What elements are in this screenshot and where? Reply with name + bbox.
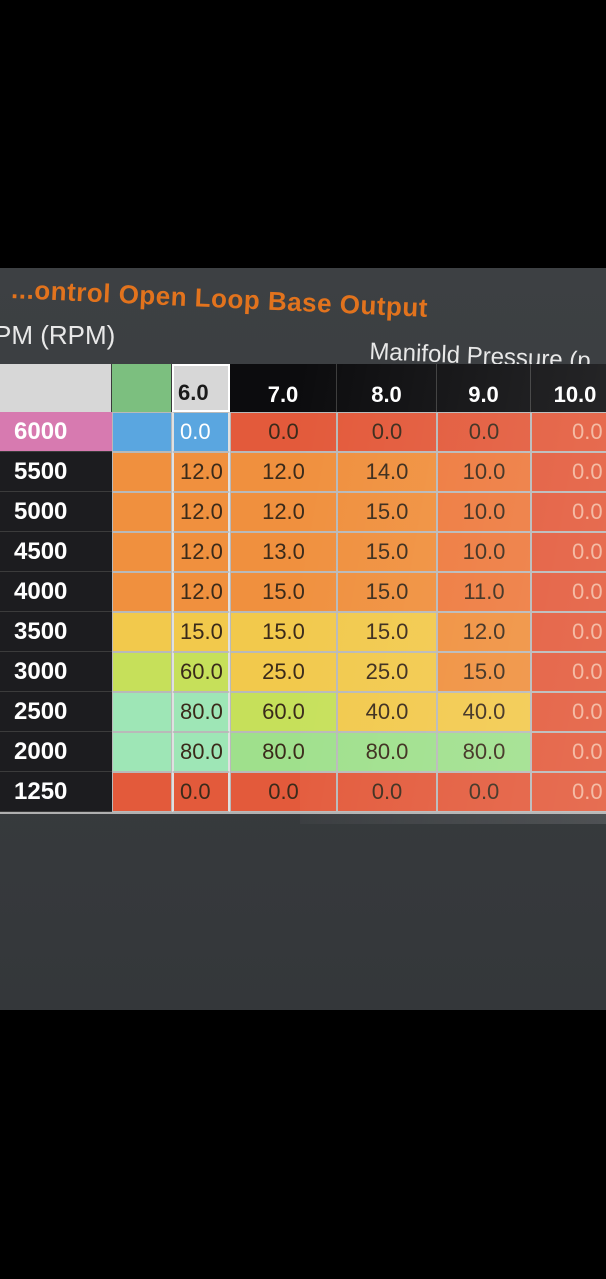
table-cell[interactable]: 0.0 (172, 412, 230, 452)
table-cell[interactable]: 15.0 (337, 532, 437, 572)
table-cell[interactable]: 15.0 (337, 492, 437, 532)
table-cell[interactable]: 12.0 (172, 572, 230, 612)
gap-cell (112, 532, 172, 572)
table-cell[interactable]: 13.0 (230, 532, 337, 572)
column-header[interactable]: 8.0 (337, 364, 437, 412)
y-axis-label: PM (RPM) (0, 320, 116, 350)
table-cell[interactable]: 10.0 (437, 492, 531, 532)
row-header-rpm[interactable]: 6000 (0, 412, 112, 452)
row-header-rpm[interactable]: 3000 (0, 652, 112, 692)
table-cell[interactable]: 11.0 (437, 572, 531, 612)
row-header-rpm[interactable]: 3500 (0, 612, 112, 652)
row-header-rpm[interactable]: 2000 (0, 732, 112, 772)
table-cell[interactable]: 14.0 (337, 452, 437, 492)
table-cell[interactable]: 80.0 (230, 732, 337, 772)
table-title: ...ontrol Open Loop Base Output (10, 274, 429, 323)
table-cell[interactable]: 40.0 (437, 692, 531, 732)
column-header[interactable]: 6.0 (172, 364, 230, 412)
row-header-rpm[interactable]: 5500 (0, 452, 112, 492)
table-cell[interactable]: 12.0 (437, 612, 531, 652)
gap-cell (112, 572, 172, 612)
table-cell[interactable]: 0.0 (531, 452, 606, 492)
table-cell[interactable]: 0.0 (531, 572, 606, 612)
row-header-rpm[interactable]: 5000 (0, 492, 112, 532)
row-header-rpm[interactable]: 4000 (0, 572, 112, 612)
row-header-rpm[interactable]: 1250 (0, 772, 112, 812)
table-cell[interactable]: 10.0 (437, 452, 531, 492)
table-cell[interactable]: 0.0 (531, 612, 606, 652)
gap-cell (112, 652, 172, 692)
table-cell[interactable]: 80.0 (172, 692, 230, 732)
table-cell[interactable]: 12.0 (172, 532, 230, 572)
header-corner (0, 364, 112, 412)
table-cell[interactable]: 15.0 (172, 612, 230, 652)
table-cell[interactable]: 40.0 (337, 692, 437, 732)
column-header[interactable]: 10.0 (531, 364, 606, 412)
table-cell[interactable]: 0.0 (172, 772, 230, 812)
table-cell[interactable]: 0.0 (531, 532, 606, 572)
row-header-rpm[interactable]: 4500 (0, 532, 112, 572)
table-cell[interactable]: 0.0 (531, 492, 606, 532)
table-cell[interactable]: 0.0 (531, 772, 606, 812)
gap-cell (112, 772, 172, 812)
open-loop-table: 6.0 7.0 8.0 9.0 10.0 6000 0.0 0.0 0.0 0.0 0.0 5500 1… (0, 364, 606, 824)
table-cell[interactable]: 12.0 (172, 452, 230, 492)
table-cell[interactable]: 0.0 (337, 772, 437, 812)
table-cell[interactable]: 80.0 (337, 732, 437, 772)
table-cell[interactable]: 10.0 (437, 532, 531, 572)
table-cell[interactable]: 0.0 (531, 692, 606, 732)
table-cell[interactable]: 80.0 (437, 732, 531, 772)
table-cell[interactable]: 15.0 (337, 572, 437, 612)
gap-cell (112, 412, 172, 452)
gap-cell (112, 692, 172, 732)
table-cell[interactable]: 0.0 (531, 412, 606, 452)
row-header-rpm[interactable]: 2500 (0, 692, 112, 732)
table-cell[interactable]: 0.0 (531, 652, 606, 692)
column-header[interactable]: 7.0 (230, 364, 337, 412)
table-cell[interactable]: 12.0 (230, 452, 337, 492)
column-header[interactable]: 9.0 (437, 364, 531, 412)
table-cell[interactable]: 0.0 (531, 732, 606, 772)
gap-cell (112, 492, 172, 532)
header-gap-column (112, 364, 172, 412)
gap-cell (112, 452, 172, 492)
table-cell[interactable]: 0.0 (437, 772, 531, 812)
table-cell[interactable]: 12.0 (172, 492, 230, 532)
gap-cell (112, 732, 172, 772)
table-cell[interactable]: 60.0 (230, 692, 337, 732)
table-cell[interactable]: 80.0 (172, 732, 230, 772)
table-cell[interactable]: 0.0 (230, 772, 337, 812)
table-cell[interactable]: 0.0 (230, 412, 337, 452)
table-cell[interactable]: 12.0 (230, 492, 337, 532)
table-cell[interactable]: 15.0 (230, 612, 337, 652)
table-cell[interactable]: 0.0 (437, 412, 531, 452)
table-cell[interactable]: 0.0 (337, 412, 437, 452)
table-cell[interactable]: 25.0 (337, 652, 437, 692)
table-cell[interactable]: 15.0 (337, 612, 437, 652)
table-cell[interactable]: 15.0 (437, 652, 531, 692)
tuning-software-screen: ...ontrol Open Loop Base Output PM (RPM)… (0, 268, 606, 1010)
table-cell[interactable]: 15.0 (230, 572, 337, 612)
table-cell[interactable]: 25.0 (230, 652, 337, 692)
gap-cell (112, 612, 172, 652)
table-cell[interactable]: 60.0 (172, 652, 230, 692)
table-bottom-border (0, 812, 606, 814)
